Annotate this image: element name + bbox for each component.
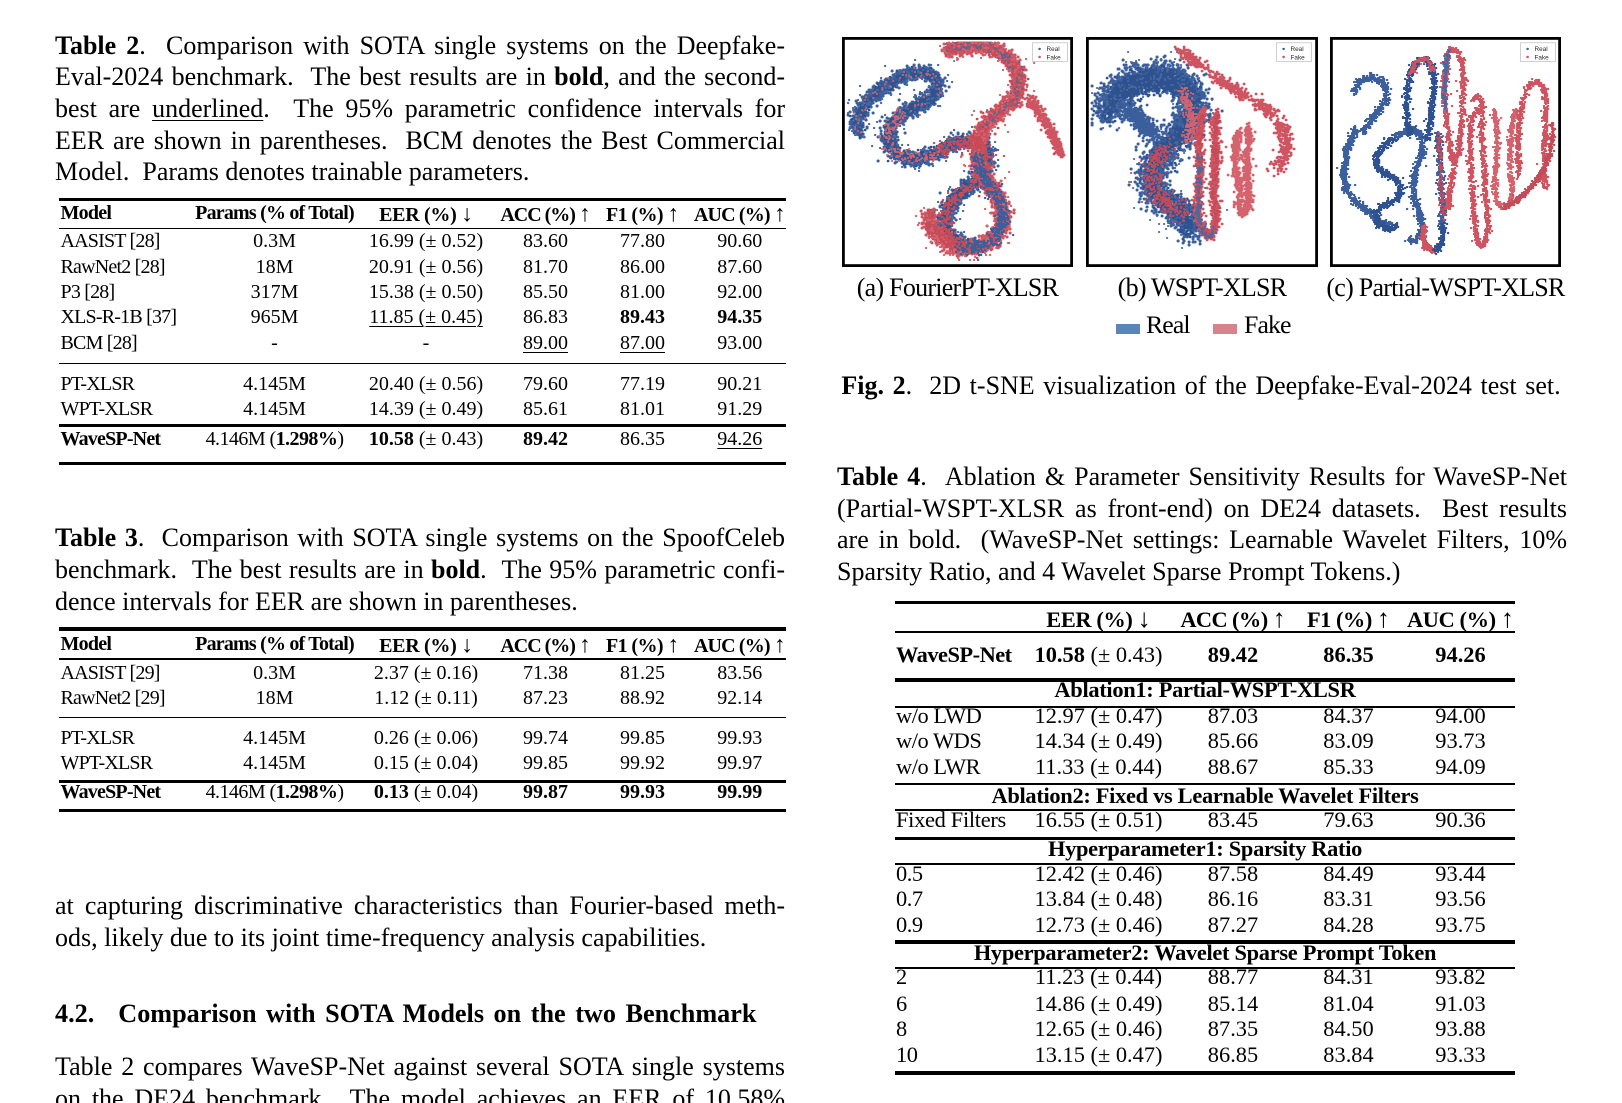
svg-text:Fake: Fake <box>1047 54 1062 61</box>
svg-text:Real: Real <box>1047 46 1060 53</box>
svg-text:Real: Real <box>1291 46 1304 53</box>
svg-text:Real: Real <box>1535 46 1548 53</box>
svg-text:Fake: Fake <box>1535 54 1550 61</box>
svg-text:Fake: Fake <box>1291 54 1306 61</box>
